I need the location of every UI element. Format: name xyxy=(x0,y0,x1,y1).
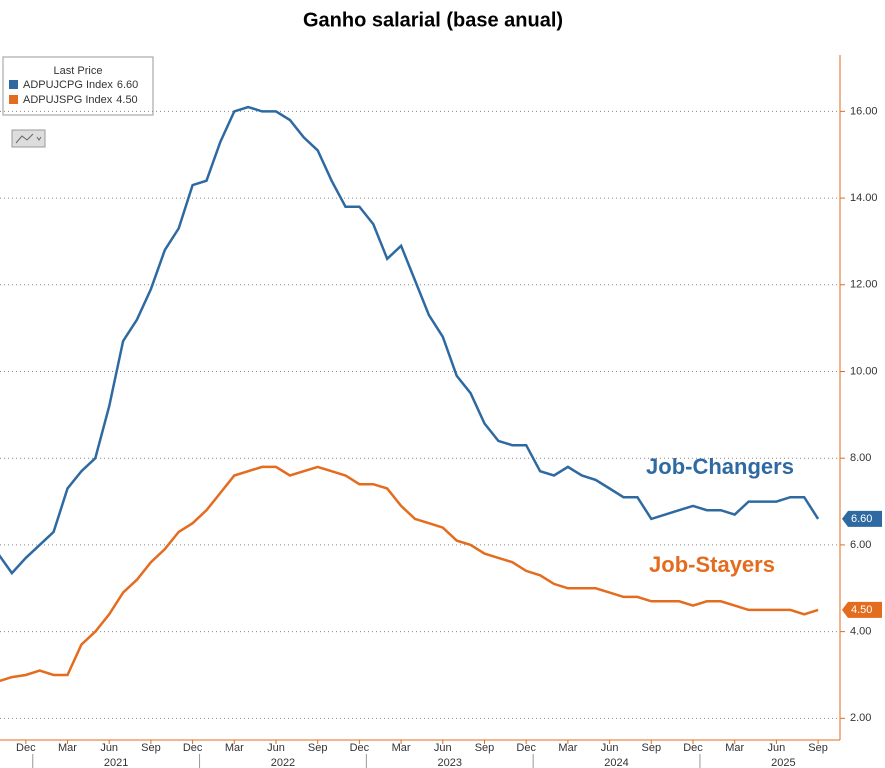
y-tick-label: 12.00 xyxy=(850,279,878,291)
year-label: 2022 xyxy=(271,757,295,768)
legend-swatch xyxy=(9,80,18,89)
x-tick-label: Sep xyxy=(642,742,662,754)
legend-swatch xyxy=(9,95,18,104)
x-tick-label: Dec xyxy=(350,742,370,754)
last-value-label: 6.60 xyxy=(851,513,872,525)
x-tick-label: Sep xyxy=(141,742,161,754)
y-tick-label: 6.00 xyxy=(850,539,871,551)
year-label: 2025 xyxy=(771,757,795,768)
y-tick-label: 4.00 xyxy=(850,626,871,638)
annotation: Job-Changers xyxy=(646,454,794,479)
y-tick-label: 10.00 xyxy=(850,365,878,377)
y-tick-label: 8.00 xyxy=(850,452,871,464)
last-value-flag xyxy=(842,601,882,618)
x-tick-label: Dec xyxy=(16,742,36,754)
last-value-label: 4.50 xyxy=(851,604,872,616)
annotation: Job-Stayers xyxy=(649,552,775,577)
y-tick-label: 2.00 xyxy=(850,712,871,724)
x-tick-label: Mar xyxy=(558,742,577,754)
legend-value: 6.60 xyxy=(117,79,138,91)
chart-type-icon xyxy=(15,133,42,144)
x-tick-label: Sep xyxy=(308,742,328,754)
x-tick-label: Jun xyxy=(267,742,285,754)
x-tick-label: Jun xyxy=(434,742,452,754)
legend-label: ADPUJSPG Index 4.50 xyxy=(23,94,138,106)
x-tick-label: Jun xyxy=(768,742,786,754)
x-tick-label: Dec xyxy=(683,742,703,754)
legend-name: ADPUJCPG Index xyxy=(23,79,113,91)
year-label: 2023 xyxy=(438,757,462,768)
chart-title: Ganho salarial (base anual) xyxy=(303,9,563,31)
x-tick-label: Mar xyxy=(392,742,411,754)
year-label: 2024 xyxy=(604,757,628,768)
x-tick-label: Dec xyxy=(183,742,203,754)
x-tick-label: Dec xyxy=(516,742,536,754)
x-tick-label: Sep xyxy=(475,742,495,754)
last-value-flag xyxy=(842,510,882,527)
legend-label: ADPUJCPG Index 6.60 xyxy=(23,79,138,91)
x-tick-label: Sep xyxy=(808,742,828,754)
x-tick-label: Jun xyxy=(601,742,619,754)
x-tick-label: Mar xyxy=(725,742,744,754)
legend-name: ADPUJSPG Index xyxy=(23,94,113,106)
y-tick-label: 16.00 xyxy=(850,105,878,117)
legend-box xyxy=(2,56,154,116)
x-tick-label: Mar xyxy=(58,742,77,754)
year-label: 2021 xyxy=(104,757,128,768)
x-tick-label: Jun xyxy=(100,742,118,754)
series-line xyxy=(0,465,819,683)
legend-title: Last Price xyxy=(54,65,103,77)
series-line xyxy=(0,105,820,576)
y-tick-label: 14.00 xyxy=(850,192,878,204)
x-tick-label: Mar xyxy=(225,742,244,754)
legend-value: 4.50 xyxy=(116,94,137,106)
